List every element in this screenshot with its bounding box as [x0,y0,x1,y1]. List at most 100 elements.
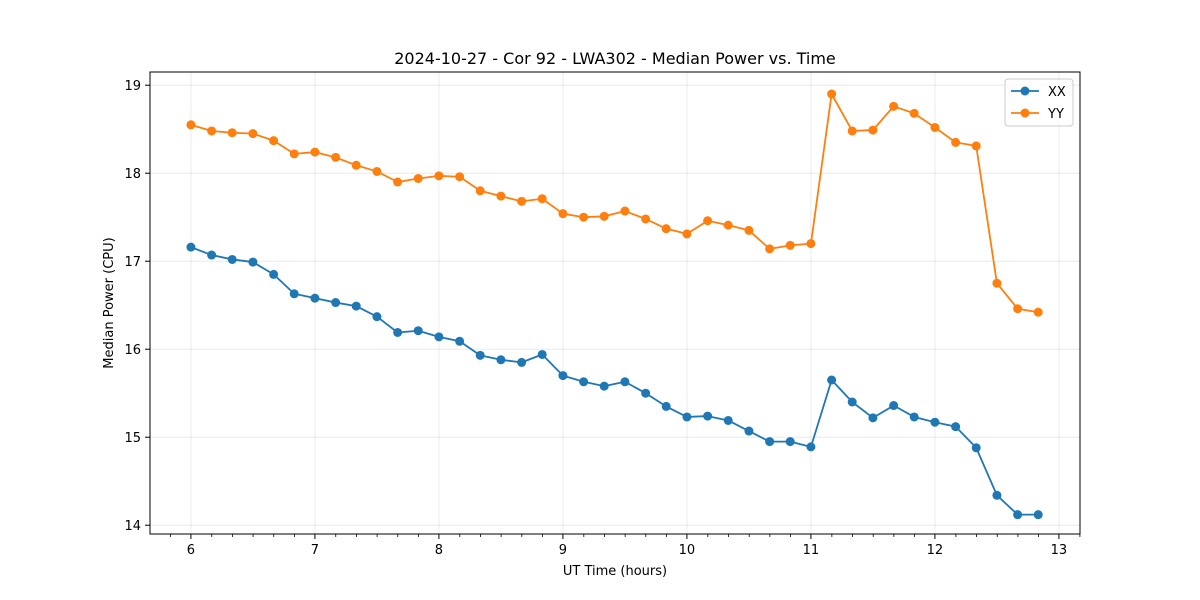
data-point-yy [992,278,1002,288]
data-point-yy [558,209,568,219]
data-point-yy [331,152,341,162]
data-point-xx [971,443,981,453]
data-point-xx [372,312,382,322]
data-point-xx [620,377,630,387]
data-point-yy [289,149,299,159]
data-point-yy [227,128,237,138]
data-point-xx [579,377,589,387]
y-tick-label: 19 [124,79,141,94]
data-point-yy [413,173,423,183]
data-point-yy [682,229,692,239]
data-point-xx [682,412,692,422]
data-point-yy [434,171,444,181]
data-point-yy [620,206,630,216]
data-point-yy [909,108,919,118]
data-point-xx [207,250,217,260]
data-point-yy [723,220,733,230]
data-point-xx [331,298,341,308]
data-point-xx [599,381,609,391]
data-point-yy [930,122,940,132]
data-point-xx [785,437,795,447]
data-point-yy [661,224,671,234]
data-point-yy [269,136,279,146]
x-tick-label: 10 [679,543,696,558]
data-point-xx [951,422,961,432]
data-point-xx [393,327,403,337]
legend-xx-marker [1020,86,1030,96]
data-point-xx [289,289,299,299]
data-point-xx [765,437,775,447]
series-yy [186,89,1043,317]
data-point-xx [806,442,816,452]
y-tick-label: 17 [124,255,141,270]
plot-frame [149,71,1081,535]
data-point-xx [661,401,671,411]
series-xx [186,242,1043,520]
data-point-yy [248,129,258,139]
grid-lines [150,72,1080,534]
data-point-yy [641,214,651,224]
data-point-yy [475,186,485,196]
x-axis-label: UT Time (hours) [563,564,667,579]
data-point-yy [310,147,320,157]
data-point-yy [785,240,795,250]
data-point-xx [703,411,713,421]
data-point-yy [1013,304,1023,314]
data-point-yy [207,126,217,136]
y-tick-label: 14 [124,519,141,534]
x-tick-label: 9 [559,543,567,558]
data-point-xx [227,254,237,264]
data-point-xx [641,388,651,398]
data-point-xx [517,357,527,367]
data-point-yy [827,89,837,99]
x-tick-label: 13 [1051,543,1068,558]
data-point-xx [1013,510,1023,520]
legend-yy-marker [1020,108,1030,118]
data-point-yy [517,196,527,206]
data-point-yy [765,244,775,254]
data-point-xx [909,412,919,422]
y-tick-label: 18 [124,167,141,182]
data-point-xx [455,336,465,346]
chart-title: 2024-10-27 - Cor 92 - LWA302 - Median Po… [394,49,836,68]
x-tick-label: 12 [927,543,944,558]
y-axis-label: Median Power (CPU) [102,237,117,368]
data-point-yy [951,137,961,147]
x-tick-label: 8 [435,543,443,558]
data-point-yy [744,225,754,235]
data-point-xx [992,490,1002,500]
data-point-xx [434,332,444,342]
data-point-yy [1033,307,1043,317]
data-point-xx [558,371,568,381]
data-point-yy [393,177,403,187]
data-point-yy [703,216,713,226]
data-point-xx [537,349,547,359]
x-tick-label: 11 [803,543,820,558]
data-point-yy [372,166,382,176]
data-point-xx [310,293,320,303]
data-point-xx [930,417,940,427]
data-point-yy [496,191,506,201]
y-tick-label: 15 [124,431,141,446]
data-point-yy [599,211,609,221]
data-point-yy [455,172,465,182]
data-point-yy [889,101,899,111]
data-point-xx [744,426,754,436]
data-point-xx [413,326,423,336]
x-tick-label: 6 [187,543,195,558]
data-point-yy [971,141,981,151]
data-point-xx [1033,510,1043,520]
legend-xx-label: XX [1048,85,1066,100]
data-point-yy [579,212,589,222]
data-point-xx [475,350,485,360]
y-tick-label: 16 [124,343,141,358]
data-point-xx [269,269,279,279]
legend-yy-label: YY [1047,107,1064,122]
data-point-yy [537,194,547,204]
data-point-yy [806,239,816,249]
data-point-xx [723,415,733,425]
data-point-yy [847,126,857,136]
data-point-xx [889,401,899,411]
data-point-xx [248,257,258,267]
